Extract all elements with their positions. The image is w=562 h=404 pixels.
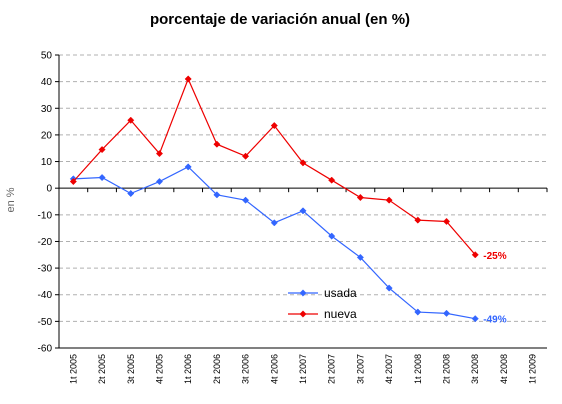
legend-label: nueva <box>324 307 357 321</box>
data-point <box>242 196 250 204</box>
data-point <box>356 253 364 261</box>
annotations: -25% -49% <box>483 251 506 326</box>
y-tick-label: -10 <box>38 210 53 221</box>
x-tick-label: 4t 2008 <box>499 354 509 384</box>
data-point <box>98 173 106 182</box>
data-point <box>442 217 451 226</box>
legend-label: usada <box>324 286 357 300</box>
data-point <box>270 219 278 227</box>
y-tick-label: -60 <box>38 344 53 355</box>
x-tick-label: 2t 2008 <box>442 354 452 384</box>
x-tick-labels: 1t 2005 2t 2005 3t 2005 4t 2005 1t 2006 2t 20… <box>68 354 537 384</box>
data-point <box>270 122 278 130</box>
data-point <box>127 116 135 124</box>
x-tick-label: 1t 2007 <box>298 354 308 384</box>
x-tick-label: 2t 2006 <box>212 354 222 384</box>
x-tick-label: 3t 2005 <box>126 354 136 384</box>
data-point <box>242 152 250 160</box>
y-tick-label: -30 <box>38 264 53 275</box>
y-tick-label: -40 <box>38 290 53 301</box>
gridlines <box>59 54 547 322</box>
x-tick-label: 1t 2006 <box>183 354 193 384</box>
data-point <box>471 315 479 323</box>
series-nueva <box>69 75 479 259</box>
data-annotation: -25% <box>483 251 506 262</box>
series-usada <box>69 163 479 323</box>
series-line <box>73 166 476 320</box>
legend: usada nueva <box>288 286 357 321</box>
series-line <box>72 77 476 256</box>
data-point <box>299 207 307 215</box>
data-point <box>328 176 336 184</box>
x-tick-label: 1t 2008 <box>413 354 423 384</box>
data-point <box>414 308 422 316</box>
data-point <box>442 309 451 317</box>
y-tick-label: 20 <box>41 130 53 141</box>
data-point <box>299 289 307 297</box>
y-tick-label: 10 <box>41 157 53 168</box>
y-axis-label: en % <box>5 187 17 212</box>
x-tick-label: 4t 2005 <box>154 354 164 384</box>
x-tick-label: 1t 2005 <box>68 354 78 384</box>
x-tick-label: 4t 2006 <box>269 354 279 384</box>
x-tick-label: 3t 2006 <box>241 354 251 384</box>
y-tick-labels: 50 40 30 20 10 0 -10 -20 -30 -40 -50 -60 <box>38 51 53 355</box>
y-tick-label: -50 <box>38 317 53 328</box>
series-group <box>69 75 479 323</box>
x-tick-label: 3t 2007 <box>355 354 365 384</box>
data-point <box>385 284 393 292</box>
data-point <box>155 150 164 158</box>
data-point <box>155 177 164 186</box>
legend-entry-nueva: nueva <box>288 307 357 321</box>
data-point <box>213 140 221 148</box>
x-tick-label: 4t 2007 <box>384 354 394 384</box>
data-point <box>414 216 422 224</box>
data-point <box>98 146 106 154</box>
chart-title: porcentaje de variación anual (en %) <box>150 11 410 28</box>
data-point <box>299 159 307 167</box>
data-point <box>328 232 336 240</box>
legend-entry-usada: usada <box>288 286 357 300</box>
y-tick-label: -20 <box>38 237 53 248</box>
x-tick-label: 2t 2005 <box>97 354 107 384</box>
data-point <box>69 177 77 186</box>
y-tick-label: 30 <box>41 104 53 115</box>
axes <box>55 54 548 349</box>
data-point <box>471 251 479 259</box>
x-tick-label: 2t 2007 <box>327 354 337 384</box>
data-point <box>184 75 192 83</box>
data-annotation: -49% <box>483 315 506 326</box>
data-point <box>213 191 221 199</box>
data-point <box>127 189 135 198</box>
data-point <box>356 193 364 202</box>
y-tick-label: 0 <box>46 184 52 195</box>
data-point <box>184 163 192 171</box>
y-tick-label: 50 <box>41 51 53 62</box>
x-tick-label: 3t 2008 <box>470 354 480 384</box>
x-tick-label: 1t 2009 <box>528 354 538 384</box>
data-point <box>299 310 307 318</box>
y-tick-label: 40 <box>41 77 53 88</box>
data-point <box>385 196 393 204</box>
